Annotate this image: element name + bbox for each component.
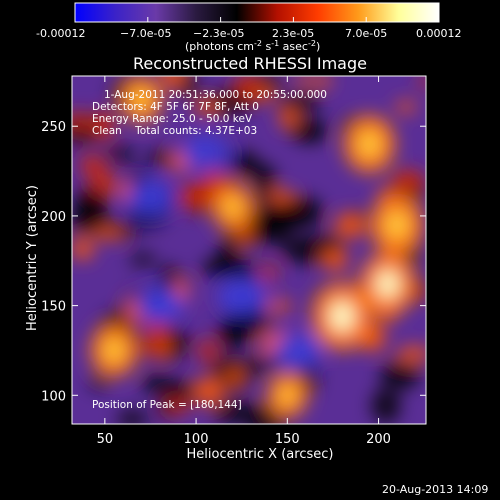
x-axis-label: Heliocentric X (arcsec) (187, 447, 334, 462)
emission-texture (419, 76, 426, 89)
y-axis-label: Heliocentric Y (arcsec) (25, 185, 40, 331)
emission-texture (72, 111, 88, 132)
dark-ripple (380, 361, 421, 390)
emission-texture (234, 76, 260, 99)
x-tick-label: 100 (184, 432, 209, 447)
energy-range: Energy Range: 25.0 - 50.0 keV (92, 113, 253, 125)
emission-texture (267, 190, 295, 202)
emission-texture (92, 170, 115, 194)
emission-texture (194, 100, 219, 115)
emission-texture (322, 248, 348, 271)
colorbar-tick-label: 0.00012 (416, 27, 462, 40)
dark-ripple (248, 164, 276, 182)
dark-ripple (212, 401, 257, 424)
bright-core (224, 197, 241, 217)
dark-ripple (89, 375, 109, 390)
dark-ripple (117, 410, 148, 424)
time-range: 1-Aug-2011 20:51:36.000 to 20:55:00.000 (104, 89, 327, 101)
dark-ripple (162, 381, 198, 403)
emission-texture (80, 155, 105, 176)
negative-region (272, 332, 321, 369)
emission-texture (396, 346, 426, 362)
x-tick-label: 200 (366, 432, 391, 447)
colorbar-tick-label: 7.0e-05 (345, 27, 387, 40)
emission-blobs (72, 76, 426, 424)
negative-region (217, 278, 266, 315)
negative-region (135, 287, 184, 324)
negative-region (126, 179, 175, 216)
dark-ripple (269, 211, 289, 248)
emission-texture (164, 399, 191, 413)
colorbar-tick-label: −7.0e-05 (120, 27, 171, 40)
colorbar-tick-label: -0.00012 (36, 27, 85, 40)
bright-core (386, 211, 408, 238)
emission-texture (297, 76, 310, 86)
emission-texture (261, 264, 277, 283)
emission-texture (335, 212, 365, 238)
dark-ripple (180, 76, 198, 101)
dark-ripple (371, 388, 401, 424)
axis-ticks (72, 76, 426, 424)
colorbar-tick-labels: -0.00012 −7.0e-05 −2.3e-05 2.3e-05 7.0e-… (36, 27, 462, 40)
y-tick-label: 150 (41, 300, 66, 315)
axis-tick-labels: 50 100 150 200 100 150 200 250 (41, 120, 391, 447)
y-tick-label: 200 (41, 210, 66, 225)
emission-texture (99, 110, 112, 136)
emission-texture (199, 338, 216, 365)
clean-total-counts: Clean Total counts: 4.37E+03 (92, 125, 257, 137)
emission-texture (395, 101, 417, 113)
dark-ripple (286, 121, 325, 138)
emission-texture (227, 367, 243, 388)
emission-texture (313, 76, 332, 87)
colorbar-tick-label: 2.3e-05 (272, 27, 314, 40)
emission-texture (137, 340, 166, 355)
dark-ripple (240, 357, 284, 373)
image-field (72, 76, 426, 424)
emission-texture (279, 107, 298, 128)
y-tick-label: 100 (41, 389, 66, 404)
emission-texture (267, 300, 292, 312)
bright-core (330, 301, 355, 332)
bright-core (133, 89, 150, 110)
peak-position: Position of Peak = [180,144] (92, 399, 242, 411)
timestamp: 20-Aug-2013 14:09 (382, 483, 488, 496)
colorbar-unit-label: (photons cm-2 s-1 asec-2) (185, 39, 320, 53)
dark-ripple (283, 235, 329, 264)
emission-texture (391, 169, 425, 194)
colorbar (74, 2, 440, 23)
x-tick-label: 50 (97, 432, 114, 447)
bright-core (359, 131, 380, 157)
bright-core (279, 386, 295, 405)
dark-ripple (159, 265, 180, 295)
emission-texture (93, 228, 124, 240)
dark-ripple (129, 253, 156, 266)
emission-texture (238, 224, 251, 247)
plot-frame (71, 75, 427, 425)
detectors-info: Detectors: 4F 5F 6F 7F 8F, Att 0 (92, 101, 259, 113)
bright-core (104, 339, 123, 362)
y-tick-label: 250 (41, 120, 66, 135)
dark-ripple (104, 146, 136, 161)
emission-texture (72, 238, 94, 260)
emission-texture (194, 377, 224, 405)
colorbar-tick-label: −2.3e-05 (193, 27, 244, 40)
chart-title: Reconstructed RHESSI Image (133, 54, 367, 73)
negative-region (181, 135, 230, 172)
colorbar-ticks (74, 17, 440, 22)
x-tick-label: 150 (275, 432, 300, 447)
bright-core (376, 270, 399, 298)
dark-ripple (282, 196, 323, 228)
dark-ripple (74, 186, 106, 223)
dark-ripple (211, 261, 256, 276)
info-block: 1-Aug-2011 20:51:36.000 to 20:55:00.000 … (92, 89, 327, 411)
emission-texture (161, 76, 184, 89)
